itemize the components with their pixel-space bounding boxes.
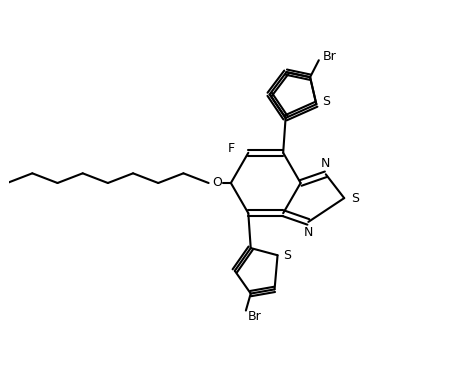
Text: Br: Br xyxy=(248,310,262,323)
Text: S: S xyxy=(322,95,330,108)
Text: N: N xyxy=(304,226,313,239)
Text: F: F xyxy=(228,142,235,156)
Text: Br: Br xyxy=(323,50,336,63)
Text: O: O xyxy=(212,176,222,190)
Text: S: S xyxy=(283,249,291,262)
Text: N: N xyxy=(321,157,331,170)
Text: S: S xyxy=(351,191,359,205)
